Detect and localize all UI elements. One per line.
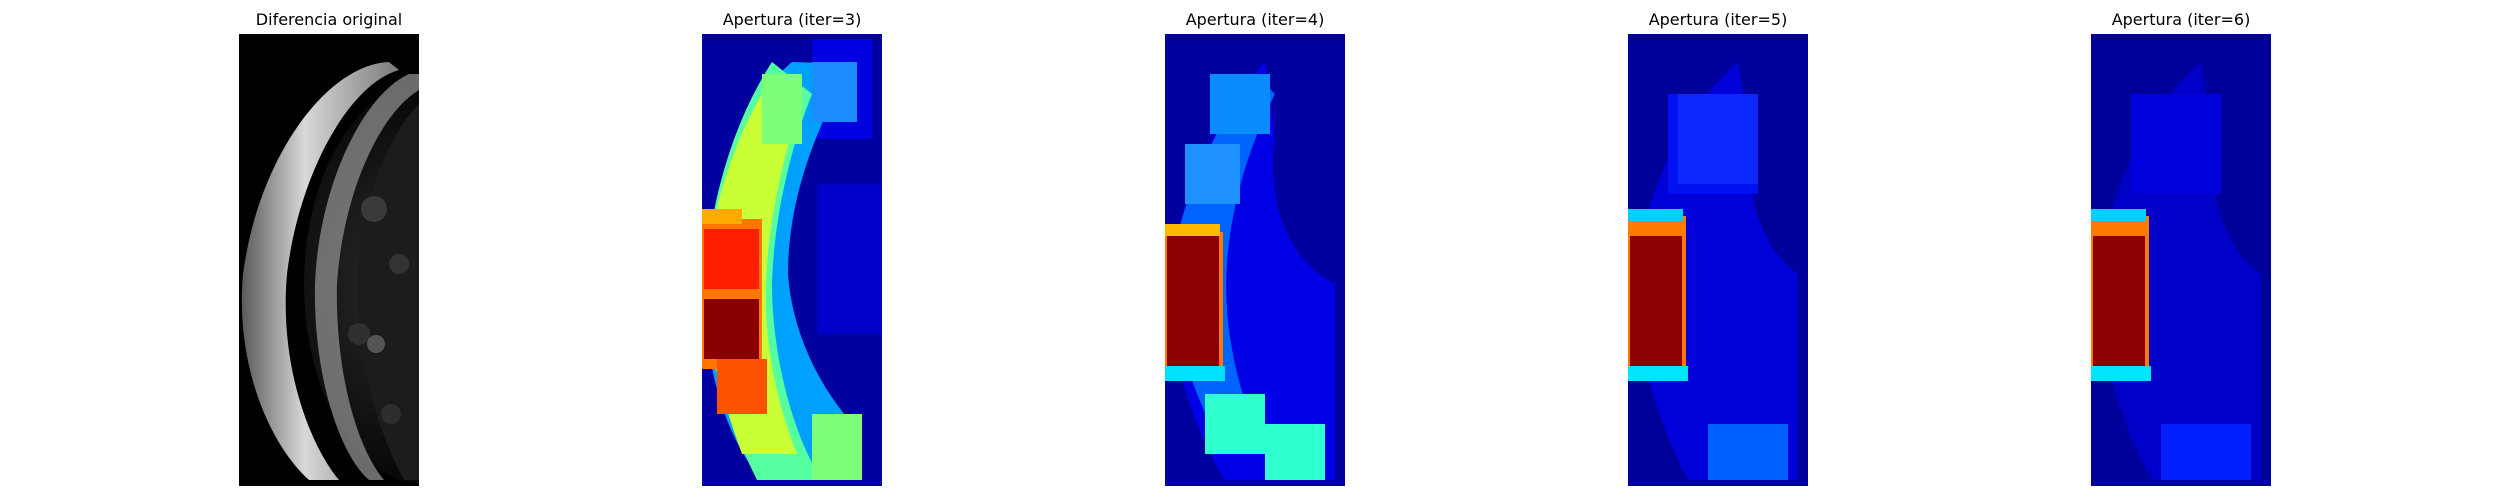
- panel-title: Apertura (iter=5): [1648, 10, 1788, 29]
- panel-iter-5: Apertura (iter=5): [1628, 0, 1808, 500]
- jet-heatmap-image: [1165, 34, 1345, 486]
- panel-iter-6: Apertura (iter=6): [2091, 0, 2271, 500]
- panel-iter-4: Apertura (iter=4): [1165, 0, 1345, 500]
- jet-heatmap-image: [1628, 34, 1808, 486]
- panel-title: Apertura (iter=3): [722, 10, 862, 29]
- panel-title: Apertura (iter=4): [1185, 10, 1325, 29]
- grayscale-image: [239, 34, 419, 486]
- panel-title: Diferencia original: [255, 10, 403, 29]
- jet-heatmap-image: [2091, 34, 2271, 486]
- jet-heatmap-image: [702, 34, 882, 486]
- panel-iter-3: Apertura (iter=3): [702, 0, 882, 500]
- panel-title: Apertura (iter=6): [2111, 10, 2251, 29]
- panel-original: Diferencia original: [239, 0, 419, 500]
